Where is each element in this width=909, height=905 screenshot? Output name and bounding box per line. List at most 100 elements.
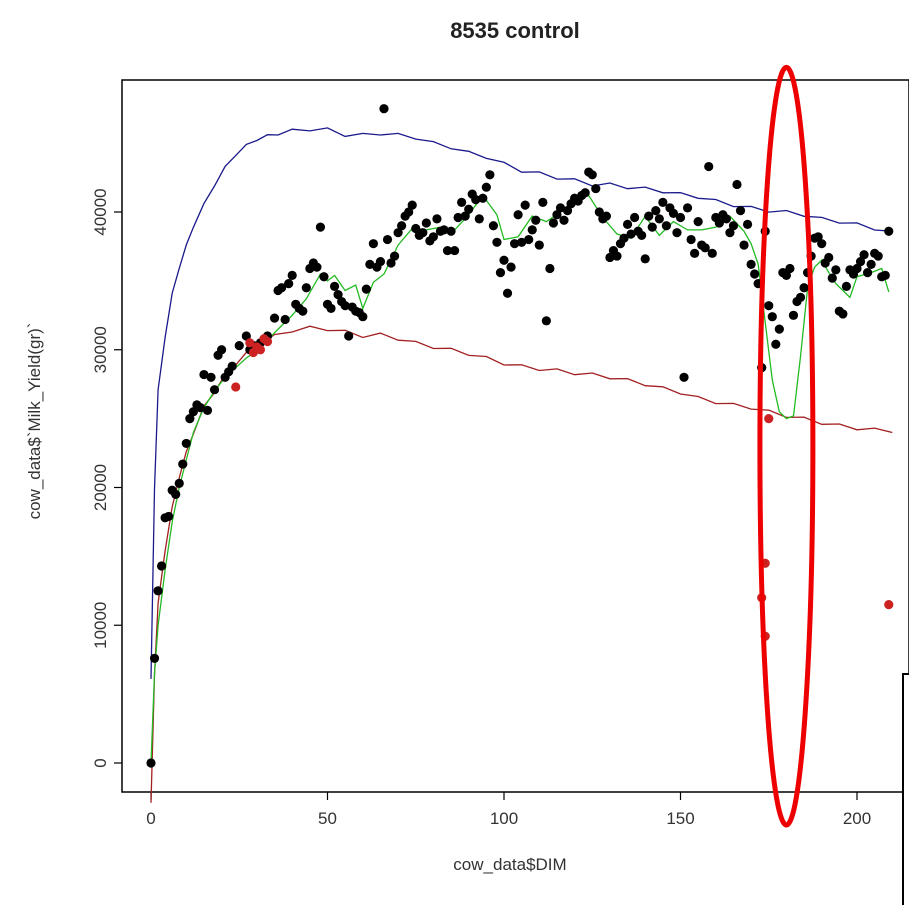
data-point: [375, 256, 386, 267]
x-axis: 0 50 100 150 200: [146, 792, 871, 828]
data-point: [153, 586, 163, 596]
data-point: [707, 248, 717, 258]
data-point: [280, 314, 290, 325]
data-point: [277, 283, 287, 293]
series-lines: [150, 127, 893, 803]
data-point: [397, 221, 407, 231]
data-point: [453, 212, 463, 223]
data-point: [771, 339, 781, 349]
data-point: [171, 489, 181, 499]
data-point: [580, 188, 590, 198]
data-point: [164, 511, 174, 522]
data-point: [880, 270, 890, 280]
data-point: [432, 214, 442, 224]
data-point: [852, 263, 862, 274]
data-point: [382, 234, 393, 245]
data-point: [591, 183, 601, 194]
data-point: [149, 653, 160, 663]
data-point: [795, 292, 806, 303]
data-point: [298, 306, 308, 316]
data-point: [284, 279, 294, 289]
data-point: [269, 313, 280, 323]
x-tick-label: 200: [843, 809, 871, 828]
data-point: [492, 237, 502, 247]
x-axis-label: cow_data$DIM: [453, 855, 566, 874]
y-tick-label: 10000: [91, 602, 110, 649]
data-point: [619, 233, 629, 243]
data-point: [651, 206, 661, 216]
y-tick-label: 20000: [91, 464, 110, 511]
data-point: [365, 259, 375, 269]
data-point: [682, 203, 693, 213]
data-point: [520, 200, 530, 210]
data-point: [464, 204, 474, 214]
data-point: [527, 225, 537, 235]
data-point: [767, 312, 777, 322]
data-point: [446, 226, 456, 236]
data-point: [813, 232, 823, 242]
outlier-point: [255, 345, 266, 355]
x-tick-label: 150: [666, 809, 694, 828]
data-point: [386, 258, 396, 268]
data-point: [209, 385, 220, 395]
data-point: [488, 221, 499, 231]
data-point: [379, 104, 389, 114]
annotation: [757, 64, 816, 828]
data-point: [841, 281, 852, 291]
data-point: [407, 200, 417, 210]
data-point: [202, 405, 213, 415]
highlight-ellipse: [757, 64, 816, 828]
data-point: [640, 254, 650, 264]
data-point: [781, 270, 792, 280]
data-point: [358, 312, 368, 322]
data-point: [457, 197, 467, 207]
data-point: [478, 193, 488, 203]
data-point: [626, 229, 636, 239]
data-point: [319, 272, 329, 282]
data-point: [668, 208, 679, 218]
data-point: [605, 252, 615, 263]
data-point: [389, 251, 400, 261]
outlier-points: [231, 334, 894, 641]
data-point: [552, 210, 562, 220]
x-tick-label: 100: [490, 809, 518, 828]
data-point: [326, 303, 336, 314]
data-point: [421, 218, 431, 228]
data-point: [654, 214, 664, 224]
data-point: [672, 228, 682, 238]
data-point: [195, 403, 206, 413]
data-point: [675, 212, 686, 223]
data-point: [442, 245, 453, 256]
outlier-point: [245, 338, 255, 348]
y-axis: 0 10000 20000 30000 40000: [91, 188, 122, 768]
data-point: [287, 270, 297, 280]
data-point: [658, 197, 668, 207]
data-point: [460, 211, 470, 221]
data-point: [333, 290, 343, 300]
data-point: [647, 222, 657, 232]
data-point: [312, 262, 322, 272]
data-point: [485, 170, 495, 180]
data-point: [555, 203, 566, 213]
data-point: [559, 215, 569, 225]
data-point: [439, 225, 449, 235]
data-point: [502, 288, 513, 298]
data-point: [495, 268, 506, 278]
data-point: [704, 161, 714, 172]
data-point: [368, 239, 378, 249]
data-point: [499, 255, 509, 265]
data-point: [234, 341, 244, 351]
data-point: [732, 179, 742, 190]
data-point: [513, 210, 523, 220]
data-point: [855, 256, 866, 267]
data-point: [541, 316, 551, 326]
y-axis-label: cow_data$`Milk_Yield(gr)`: [25, 323, 44, 520]
data-point: [739, 240, 749, 250]
data-point: [831, 265, 841, 275]
data-point: [548, 218, 559, 228]
data-point: [622, 219, 633, 229]
data-point: [315, 222, 326, 232]
data-point: [637, 230, 647, 241]
data-point: [361, 284, 371, 294]
data-point: [185, 414, 195, 424]
